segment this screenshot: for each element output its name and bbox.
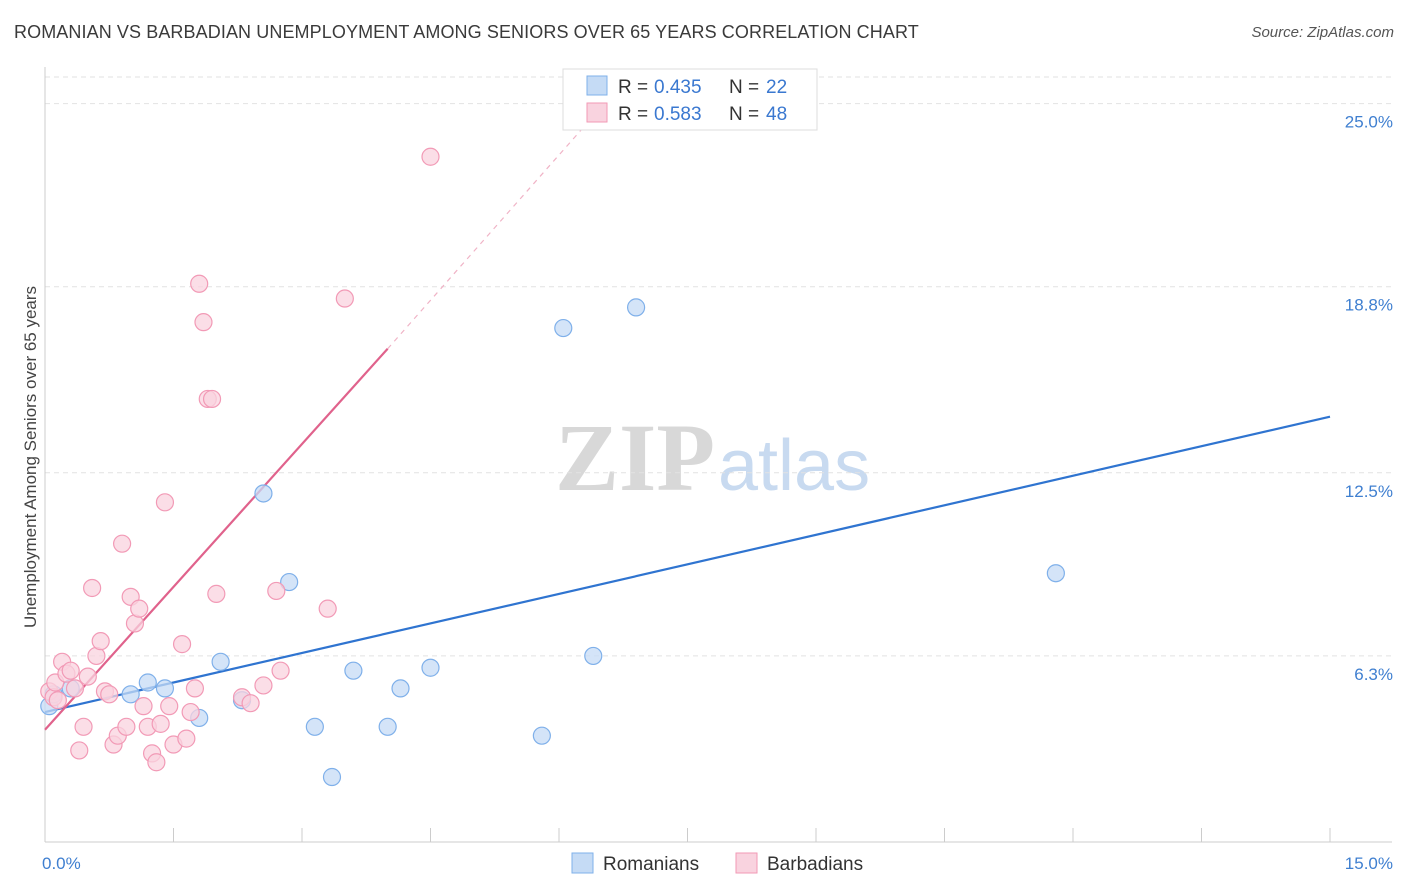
point-barbadians (48, 691, 67, 710)
series-legend: Romanians Barbadians (571, 852, 863, 875)
x-tick-label: 15.0% (1345, 854, 1393, 873)
point-barbadians (335, 289, 354, 308)
stats-legend: R = 0.435 N = 22 R = 0.583 N = 48 (562, 68, 818, 131)
point-barbadians (134, 697, 153, 716)
stats-legend-n-label-barbadians: N = (729, 104, 759, 125)
point-barbadians (112, 534, 132, 553)
chart-title: ROMANIAN VS BARBADIAN UNEMPLOYMENT AMONG… (14, 22, 919, 42)
stats-legend-n-value-barbadians: 48 (766, 104, 787, 125)
y-tick-label: 18.8% (1345, 296, 1393, 315)
trend-lines (44, 106, 1331, 731)
trend-line-extension-barbadians (387, 106, 603, 350)
grid (45, 76, 1392, 657)
watermark-zip: ZIP (555, 404, 715, 511)
point-barbadians (267, 581, 286, 601)
point-barbadians (254, 676, 273, 695)
point-barbadians (147, 753, 166, 772)
point-barbadians (130, 599, 149, 618)
legend-label-barbadians[interactable]: Barbadians (767, 854, 863, 875)
point-romanians (155, 679, 175, 698)
trend-line-romanians (44, 415, 1331, 714)
stats-legend-n-value-romanians: 22 (766, 77, 787, 98)
stats-legend-swatch-barbadians (586, 102, 608, 123)
point-romanians (344, 661, 363, 680)
y-tick-label: 25.0% (1345, 113, 1393, 132)
point-romanians (1046, 564, 1065, 583)
stats-legend-swatch-romanians (586, 75, 608, 96)
chart-source: Source: ZipAtlas.com (1251, 24, 1394, 41)
point-romanians (280, 572, 299, 592)
point-romanians (532, 726, 551, 745)
legend-swatch-barbadians[interactable] (735, 852, 758, 874)
point-barbadians (117, 717, 136, 736)
point-barbadians (190, 274, 209, 293)
point-barbadians (70, 741, 89, 760)
point-romanians (584, 646, 603, 666)
legend-swatch-romanians[interactable] (571, 852, 594, 874)
point-barbadians (181, 702, 200, 722)
point-barbadians (78, 667, 97, 686)
point-barbadians (160, 697, 179, 716)
point-barbadians (151, 714, 170, 733)
ticks: 6.3% 12.5% 18.8% 25.0% 0.0% 15.0% (42, 113, 1393, 873)
point-barbadians (83, 578, 102, 598)
point-romanians (138, 673, 157, 692)
point-barbadians (194, 313, 213, 332)
stats-legend-r-value-romanians: 0.435 (654, 77, 702, 98)
point-barbadians (241, 694, 260, 713)
data-points (40, 147, 1065, 787)
stats-legend-r-label-barbadians: R = (618, 104, 648, 125)
stats-legend-r-value-barbadians: 0.583 (654, 104, 702, 125)
point-barbadians (61, 661, 80, 680)
point-barbadians (177, 729, 196, 748)
point-barbadians (318, 599, 337, 618)
point-romanians (211, 652, 230, 671)
point-barbadians (155, 493, 175, 512)
point-barbadians (91, 632, 110, 651)
legend-label-romanians[interactable]: Romanians (603, 854, 699, 875)
point-barbadians (74, 717, 93, 736)
y-axis-label: Unemployment Among Seniors over 65 years (21, 286, 40, 628)
point-barbadians (271, 661, 290, 680)
point-romanians (626, 298, 646, 317)
point-romanians (322, 767, 342, 787)
point-barbadians (207, 584, 226, 603)
stats-legend-n-label-romanians: N = (729, 77, 759, 98)
point-romanians (421, 658, 440, 677)
point-romanians (305, 717, 324, 736)
point-barbadians (100, 685, 119, 704)
point-barbadians (421, 147, 440, 166)
y-tick-label: 12.5% (1345, 482, 1393, 501)
point-romanians (391, 679, 410, 698)
y-tick-label: 6.3% (1354, 665, 1393, 684)
x-tick-label: 0.0% (42, 854, 81, 873)
point-barbadians (65, 679, 85, 698)
point-barbadians (185, 679, 205, 698)
point-barbadians (172, 635, 192, 654)
point-romanians (254, 484, 273, 503)
point-barbadians (202, 389, 222, 409)
trend-line-barbadians (44, 348, 389, 731)
watermark-atlas: atlas (718, 426, 870, 506)
point-romanians (121, 685, 140, 704)
point-romanians (554, 318, 573, 338)
point-romanians (378, 717, 397, 736)
stats-legend-r-label-romanians: R = (618, 77, 648, 98)
